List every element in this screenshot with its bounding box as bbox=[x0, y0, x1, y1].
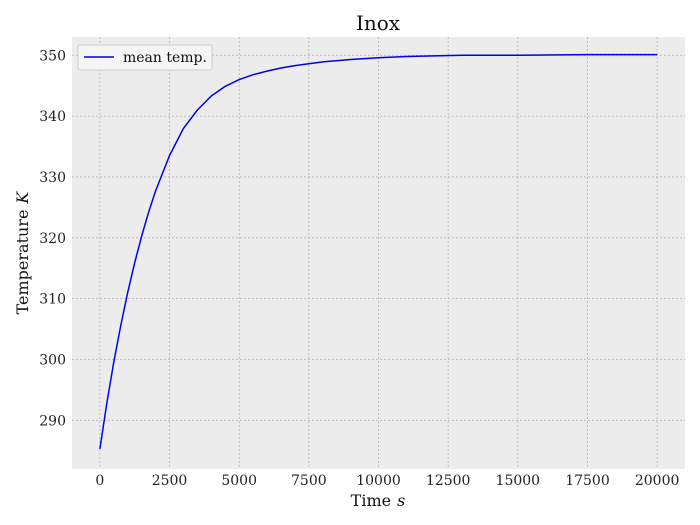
x-tick-label: 12500 bbox=[426, 473, 471, 489]
x-ticks: 0 2500 5000 7500 10000 12500 15000 17500 20000 bbox=[95, 473, 679, 489]
y-tick-label: 330 bbox=[39, 170, 66, 186]
x-tick-label: 2500 bbox=[152, 473, 188, 489]
chart-title: Inox bbox=[356, 11, 401, 35]
y-tick-label: 340 bbox=[39, 109, 66, 125]
x-axis-label-text: Time bbox=[351, 491, 391, 510]
y-axis-label-text: Temperature bbox=[13, 210, 32, 315]
series-line-0 bbox=[99, 53, 658, 450]
legend-label: mean temp. bbox=[123, 50, 207, 66]
y-tick-label: 310 bbox=[39, 292, 66, 308]
y-tick-label: 350 bbox=[39, 48, 66, 64]
legend-box bbox=[77, 44, 213, 71]
x-tick-label: 7500 bbox=[291, 473, 327, 489]
y-tick-label: 300 bbox=[39, 352, 66, 368]
x-tick-label: 17500 bbox=[565, 473, 610, 489]
x-axis-label: Time s bbox=[351, 491, 406, 510]
x-tick-label: 20000 bbox=[635, 473, 680, 489]
legend: mean temp. bbox=[77, 44, 213, 71]
x-tick-label: 0 bbox=[95, 473, 104, 489]
x-axis-unit: s bbox=[397, 491, 405, 510]
y-tick-label: 290 bbox=[39, 413, 66, 429]
x-tick-label: 15000 bbox=[496, 473, 541, 489]
y-tick-label: 320 bbox=[39, 231, 66, 247]
series-group bbox=[99, 53, 658, 450]
y-ticks: 290 300 310 320 330 340 350 bbox=[39, 48, 66, 429]
y-axis-label: Temperature K bbox=[13, 191, 32, 315]
y-axis-unit: K bbox=[13, 191, 32, 205]
x-tick-label: 5000 bbox=[221, 473, 257, 489]
grid bbox=[72, 37, 685, 469]
x-tick-label: 10000 bbox=[356, 473, 401, 489]
